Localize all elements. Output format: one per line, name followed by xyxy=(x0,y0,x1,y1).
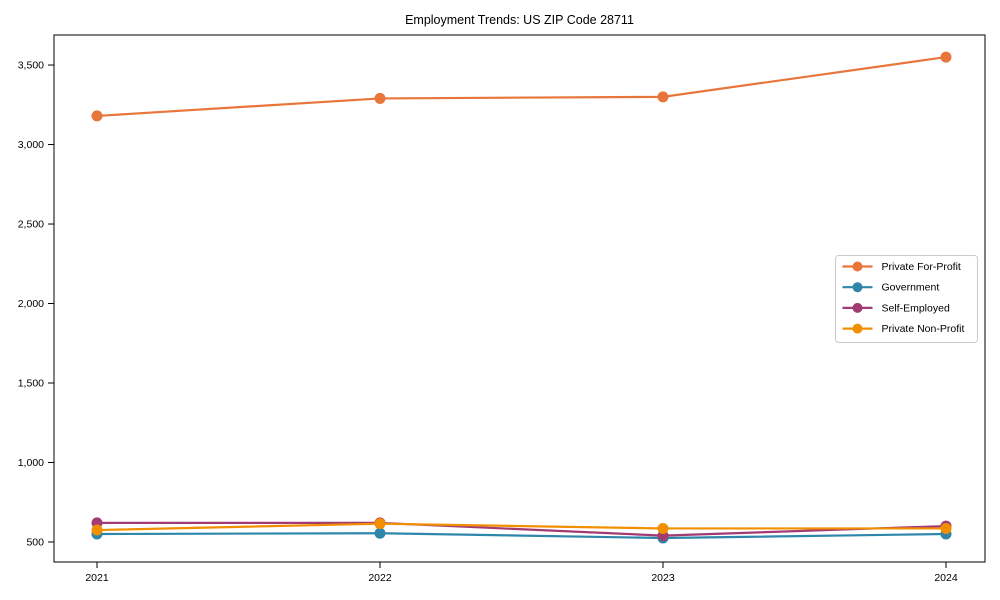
y-axis-tick-label: 1,500 xyxy=(18,377,44,389)
x-axis-tick-label: 2024 xyxy=(934,572,958,584)
y-axis-tick-label: 1,000 xyxy=(18,457,44,469)
legend-item-government: Government xyxy=(842,282,940,294)
legend-item-self-employed: Self-Employed xyxy=(842,302,950,314)
data-point-private-non-profit-2023 xyxy=(657,522,669,534)
legend-label: Private Non-Profit xyxy=(882,323,965,335)
x-axis-tick-label: 2023 xyxy=(651,572,675,584)
chart-title: Employment Trends: US ZIP Code 28711 xyxy=(405,13,634,27)
x-axis-tick-label: 2021 xyxy=(85,572,109,584)
data-point-private-non-profit-2024 xyxy=(940,522,952,534)
data-point-private-for-profit-2023 xyxy=(657,91,669,103)
legend-box xyxy=(835,255,978,343)
y-axis-tick-label: 2,500 xyxy=(18,219,44,231)
data-point-government-2022 xyxy=(374,527,386,539)
data-point-private-for-profit-2024 xyxy=(940,51,952,63)
legend-marker-icon xyxy=(852,323,863,334)
series-line-self-employed xyxy=(97,521,947,537)
data-point-private-non-profit-2021 xyxy=(91,524,103,536)
y-axis-tick-label: 3,000 xyxy=(18,139,44,151)
series-line-government xyxy=(96,532,947,540)
data-point-private-for-profit-2022 xyxy=(374,92,386,104)
series-line-private-for-profit xyxy=(96,56,947,118)
legend-label: Private For-Profit xyxy=(882,261,961,273)
series-line-private-non-profit xyxy=(96,522,946,532)
legend-marker-icon xyxy=(852,282,863,293)
y-axis-tick-label: 2,000 xyxy=(18,298,44,310)
legend-item-private-for-profit: Private For-Profit xyxy=(842,261,961,273)
legend-marker-icon xyxy=(852,261,863,272)
x-axis-tick-label: 2022 xyxy=(368,572,392,584)
legend-item-private-non-profit: Private Non-Profit xyxy=(842,323,965,335)
data-point-private-for-profit-2021 xyxy=(91,110,103,122)
plot-frame xyxy=(53,34,986,563)
legend-label: Government xyxy=(882,282,940,294)
legend-marker-icon xyxy=(852,302,863,313)
data-point-private-non-profit-2022 xyxy=(374,518,386,530)
legend-label: Self-Employed xyxy=(882,302,950,314)
y-axis-tick-label: 500 xyxy=(26,536,44,548)
y-axis-tick-label: 3,500 xyxy=(18,60,44,72)
